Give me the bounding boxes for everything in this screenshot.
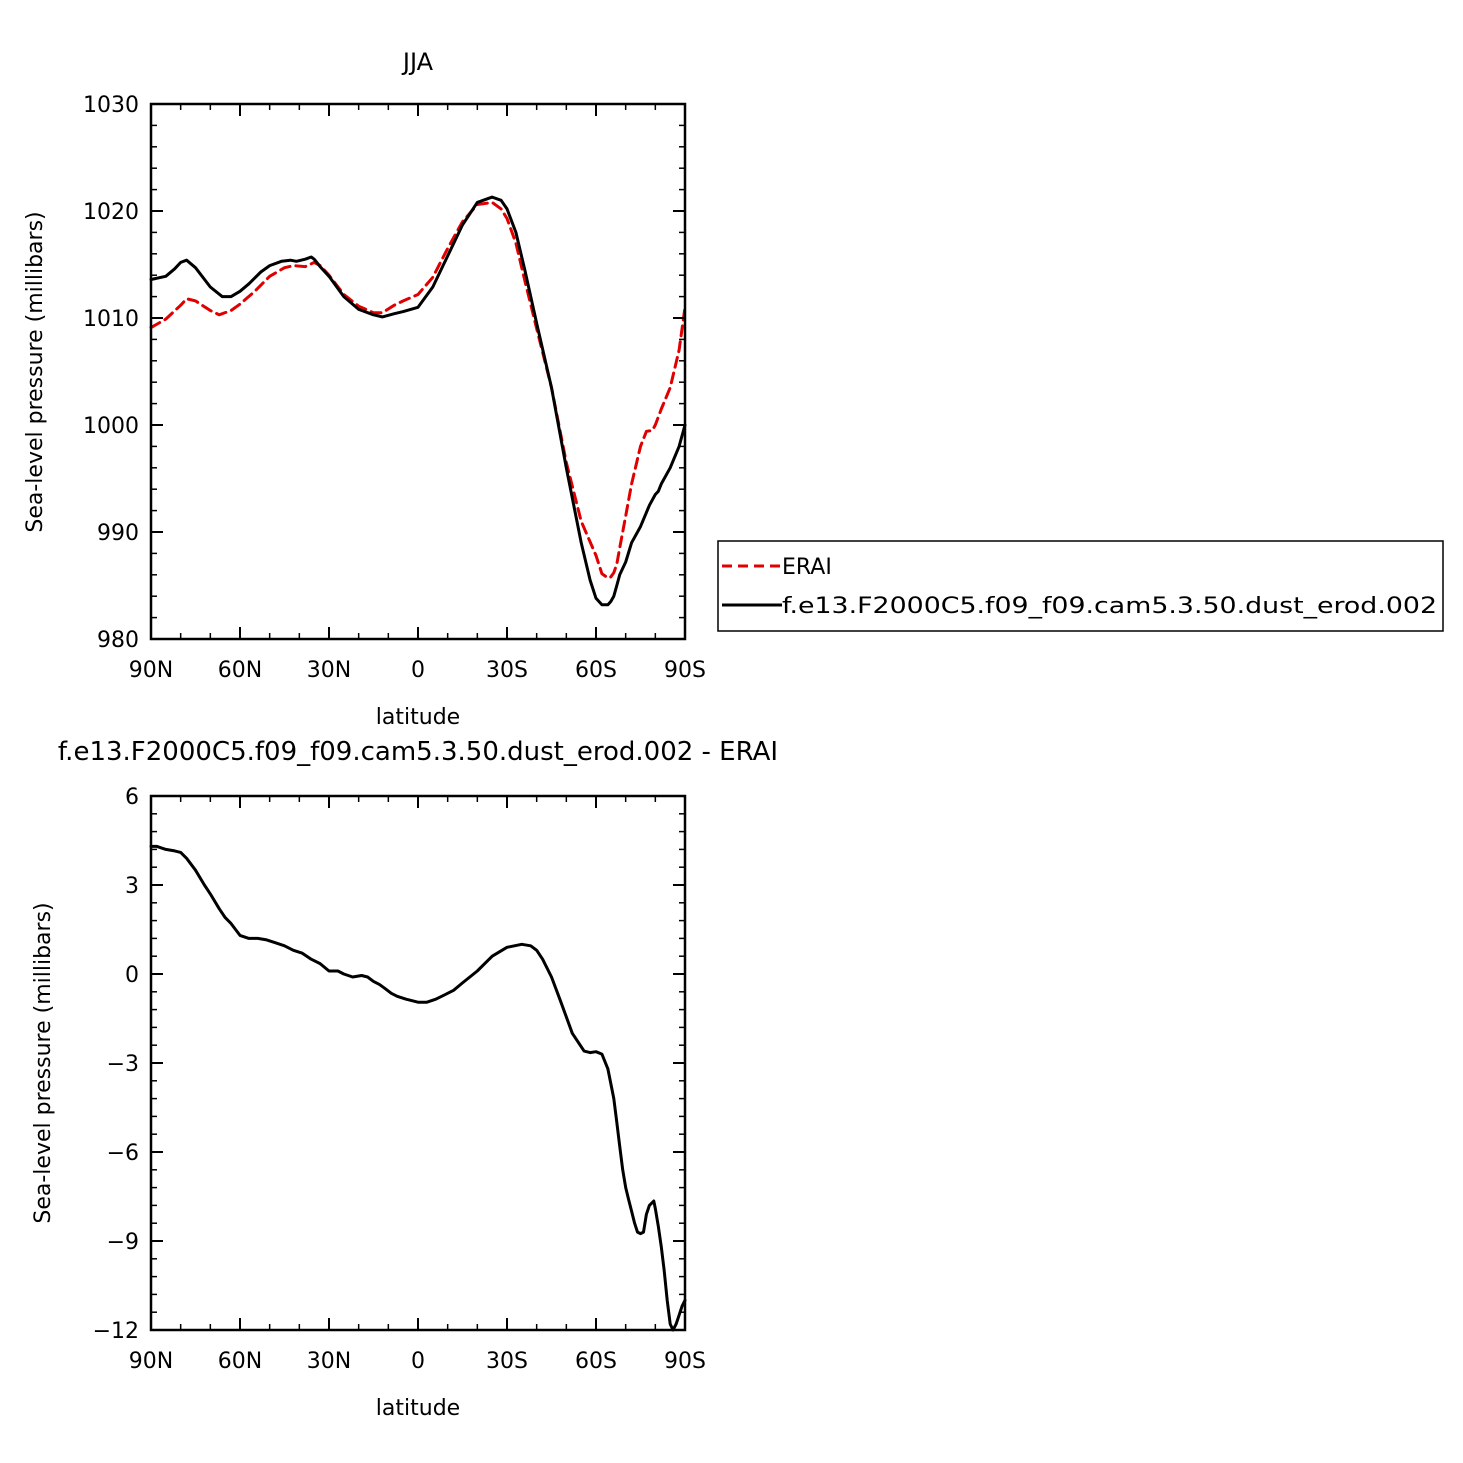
bottom-x-tick-label: 90N	[129, 1349, 173, 1374]
top-x-tick-label: 0	[411, 658, 425, 683]
top-x-tick-label: 60S	[575, 658, 617, 683]
bottom-panel: f.e13.F2000C5.f09_f09.cam5.3.50.dust_ero…	[31, 737, 778, 1421]
top-axis-ticks: 90N 60N 30N 0 30S 60S 90S 980 990 1000 1010 1020 103…	[83, 93, 706, 683]
top-chart-title: JJA	[401, 48, 434, 76]
top-y-tick-label: 1010	[83, 307, 139, 332]
bottom-series-line-0	[149, 844, 687, 1332]
bottom-series-group	[149, 844, 687, 1332]
top-y-axis-label: Sea-level pressure (millibars)	[23, 211, 48, 532]
top-y-tick-label: 1030	[83, 93, 139, 118]
top-x-tick-label: 90N	[129, 658, 173, 683]
bottom-x-tick-label: 60S	[575, 1349, 617, 1374]
bottom-y-tick-label: 0	[125, 963, 139, 988]
top-y-tick-label: 990	[97, 521, 139, 546]
top-series-line-1	[149, 195, 687, 607]
top-panel: JJA 90N 60N 30N 0 30S 60S 90S 980 990 1000 1010 102…	[23, 48, 706, 730]
bottom-y-tick-label: −12	[93, 1319, 139, 1344]
legend-label-model: f.e13.F2000C5.f09_f09.cam5.3.50.dust_ero…	[782, 594, 1437, 619]
bottom-x-tick-label: 30S	[486, 1349, 528, 1374]
bottom-chart-title: f.e13.F2000C5.f09_f09.cam5.3.50.dust_ero…	[58, 737, 778, 767]
top-plot-frame	[149, 102, 687, 641]
bottom-x-tick-label: 0	[411, 1349, 425, 1374]
top-y-tick-label: 1020	[83, 200, 139, 225]
top-x-axis-label: latitude	[376, 705, 460, 730]
bottom-y-tick-label: −9	[107, 1230, 139, 1255]
bottom-x-tick-label: 60N	[218, 1349, 262, 1374]
bottom-y-axis-label: Sea-level pressure (millibars)	[31, 902, 56, 1223]
legend-box	[717, 540, 1444, 632]
legend-label-erai: ERAI	[782, 555, 832, 580]
top-x-tick-label: 90S	[664, 658, 706, 683]
top-y-tick-label: 980	[97, 628, 139, 653]
bottom-y-tick-label: −6	[107, 1141, 139, 1166]
top-x-tick-label: 30N	[307, 658, 351, 683]
bottom-x-axis-label: latitude	[376, 1396, 460, 1421]
top-x-tick-label: 60N	[218, 658, 262, 683]
top-y-tick-label: 1000	[83, 414, 139, 439]
bottom-x-tick-label: 90S	[664, 1349, 706, 1374]
bottom-x-tick-label: 30N	[307, 1349, 351, 1374]
bottom-y-tick-label: 3	[125, 874, 139, 899]
legend: ERAI f.e13.F2000C5.f09_f09.cam5.3.50.dus…	[717, 540, 1444, 632]
bottom-y-tick-label: 6	[125, 785, 139, 810]
bottom-y-tick-label: −3	[107, 1052, 139, 1077]
top-series-line-0	[149, 200, 687, 580]
top-series-group	[149, 195, 687, 607]
bottom-axis-ticks: 90N 60N 30N 0 30S 60S 90S −12 −9 −6 −3 0 3 6	[93, 785, 706, 1374]
top-x-tick-label: 30S	[486, 658, 528, 683]
